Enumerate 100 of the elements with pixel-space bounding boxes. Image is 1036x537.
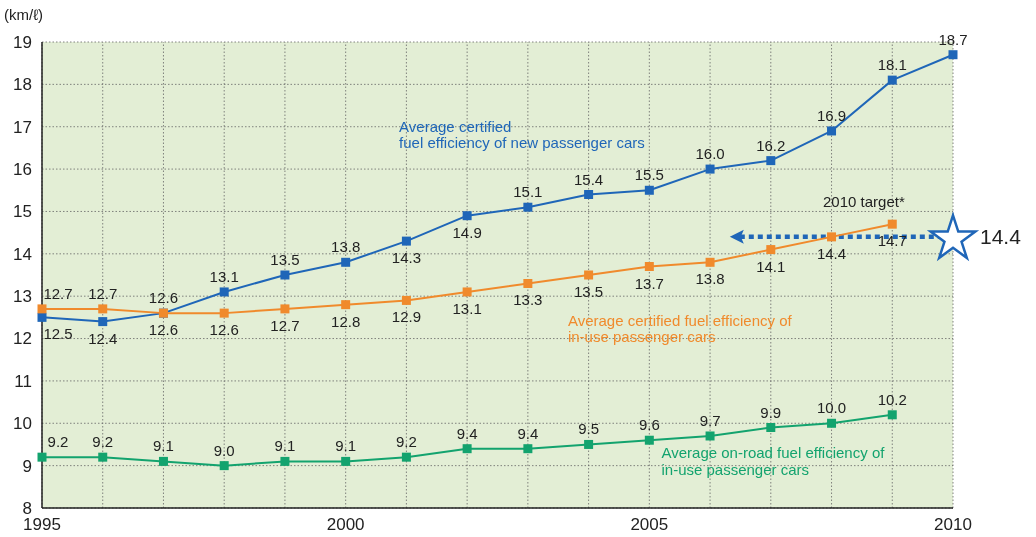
point [766,156,776,166]
point [705,431,715,441]
data-label: 9.1 [153,437,174,455]
data-label: 12.8 [331,312,361,330]
point [948,50,958,60]
data-label: 12.7 [43,284,73,302]
text: Average certified fuel efficiency of new passenger cars [399,117,645,152]
y-tick-label: 9 [22,456,32,476]
y-tick-label: 14 [13,244,32,264]
data-label: 9.7 [699,411,721,429]
point [401,236,411,246]
point [887,75,897,85]
point [523,202,533,212]
point [766,423,776,433]
point [827,126,837,136]
series-label: Average on-road fuel efficiency of in-use passenger cars [661,444,886,478]
point [219,287,229,297]
point [766,245,776,255]
x-tick-label: 2010 [934,515,972,534]
point [584,439,594,449]
data-label: 18.1 [877,56,907,74]
data-label: 14.3 [391,249,421,267]
data-label: 13.1 [209,267,239,285]
data-label: 12.5 [43,325,73,343]
data-label: 9.4 [456,424,478,442]
point [887,219,897,229]
data-label: 9.2 [92,433,114,451]
point [98,304,108,314]
point [98,317,108,327]
data-label: 14.7 [877,232,907,250]
point [584,190,594,200]
data-label: 13.7 [634,274,664,292]
y-tick-label: 13 [13,287,32,307]
data-label: 12.7 [270,316,300,334]
data-label: 15.1 [513,183,543,201]
data-label: 9.1 [274,437,296,455]
y-tick-label: 16 [13,160,32,180]
point [523,444,533,454]
y-tick-label: 12 [13,329,32,349]
data-label: 15.4 [574,170,604,188]
point [644,185,654,195]
y-axis-title: (km/ℓ) [4,6,44,23]
point [827,232,837,242]
data-label: 18.7 [938,30,968,48]
point [37,312,47,322]
data-label: 9.2 [47,433,69,451]
data-label: 10.0 [816,399,847,417]
point [462,211,472,221]
data-label: 12.6 [209,321,239,339]
data-label: 9.6 [638,416,660,434]
point [219,308,229,318]
x-tick-label: 2000 [326,515,365,534]
data-label: 12.6 [148,289,179,307]
y-tick-label: 10 [13,414,32,434]
data-label: 16.2 [756,136,786,154]
data-label: 16.0 [695,145,725,163]
data-label: 14.4 [816,244,847,262]
data-label: 12.9 [391,308,421,326]
point [462,444,472,454]
data-label: 13.3 [513,291,543,309]
data-label: 12.7 [88,284,118,302]
y-tick-label: 18 [13,75,32,95]
data-label: 16.9 [816,106,847,124]
annotation: 2010 target* [823,192,905,210]
data-label: 13.8 [695,270,725,288]
point [705,164,715,174]
data-label: 13.8 [331,238,361,256]
point [584,270,594,280]
point [644,262,654,272]
data-label: 13.5 [574,283,604,300]
point [401,295,411,305]
point [827,418,837,428]
point [462,287,472,297]
point [37,452,47,462]
data-label: 10.2 [877,390,907,408]
point [644,435,654,445]
data-label: 14.9 [452,223,482,241]
point [887,410,897,420]
x-tick-label: 1995 [23,515,61,534]
data-label: 9.9 [760,403,782,421]
point [37,304,47,314]
y-tick-label: 15 [13,202,32,222]
y-tick-label: 17 [13,117,32,137]
y-tick-label: 11 [14,371,32,391]
data-label: 14.1 [756,257,786,275]
data-label: 9.5 [578,420,600,438]
point [158,456,168,466]
data-label: 15.5 [634,166,664,184]
data-label: 9.0 [213,441,235,459]
data-label: 9.4 [517,424,539,442]
data-label: 12.4 [88,329,118,347]
point [401,452,411,462]
text: Average certified fuel efficiency of in-use passenger cars [567,311,793,346]
data-label: 9.1 [335,437,357,455]
point [341,300,351,310]
ref-line-label: 14.4 [980,225,1022,249]
point [523,278,533,288]
y-tick-label: 8 [22,498,32,518]
data-label: 9.2 [395,433,417,451]
data-label: 13.5 [270,251,300,268]
